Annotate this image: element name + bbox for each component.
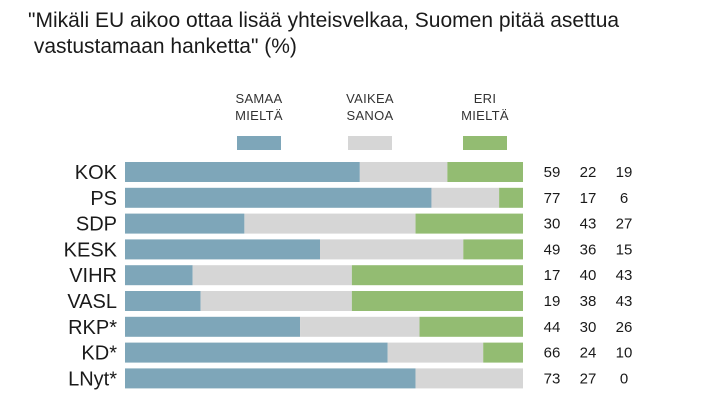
value-label-lnyt-samaa-mielta: 73 [544, 370, 561, 387]
value-label-kesk-samaa-mielta: 49 [544, 241, 561, 258]
bar-lnyt-vaikea-sanoa [415, 368, 523, 389]
value-label-rkp-vaikea-sanoa: 30 [580, 319, 597, 336]
bar-kok-samaa-mielta [125, 162, 360, 182]
bar-kd-vaikea-sanoa [387, 342, 484, 363]
category-label-ps: PS [90, 188, 117, 210]
value-label-lnyt-vaikea-sanoa: 27 [580, 370, 597, 387]
value-label-kok-eri-mielta: 19 [616, 164, 633, 181]
value-label-ps-vaikea-sanoa: 17 [580, 190, 597, 207]
bar-kok-eri-mielta [447, 162, 523, 182]
value-label-sdp-samaa-mielta: 30 [544, 216, 561, 233]
value-label-vasl-samaa-mielta: 19 [544, 293, 561, 310]
legend-label-samaa-mielta: SAMAA MIELTÄ [235, 91, 283, 123]
bar-kesk-eri-mielta [463, 239, 523, 260]
bar-vihr-eri-mielta [351, 265, 523, 286]
bar-sdp-eri-mielta [415, 213, 523, 234]
bar-sdp-samaa-mielta [125, 213, 245, 234]
value-label-kd-eri-mielta: 10 [616, 345, 633, 362]
bar-kd-eri-mielta [483, 342, 523, 363]
bar-kd-samaa-mielta [125, 342, 388, 363]
value-label-kd-samaa-mielta: 66 [544, 345, 561, 362]
bar-kok-vaikea-sanoa [359, 162, 448, 182]
chart-title-line-2: vastustamaan hanketta" (%) [28, 35, 297, 58]
category-label-vasl: VASL [67, 291, 117, 313]
bar-rkp-samaa-mielta [125, 316, 301, 337]
value-label-kok-samaa-mielta: 59 [544, 164, 561, 181]
value-label-lnyt-eri-mielta: 0 [620, 370, 628, 387]
category-label-kd: KD* [81, 343, 117, 365]
bar-vihr-samaa-mielta [125, 265, 193, 286]
legend-label-eri-mielta: ERI MIELTÄ [461, 91, 509, 123]
value-label-vasl-eri-mielta: 43 [616, 293, 633, 310]
bar-ps-samaa-mielta [125, 187, 432, 208]
value-label-ps-eri-mielta: 6 [620, 190, 628, 207]
bar-lnyt-samaa-mielta [125, 368, 416, 389]
bar-vasl-vaikea-sanoa [200, 291, 352, 311]
bar-rkp-vaikea-sanoa [300, 316, 420, 337]
value-label-kd-vaikea-sanoa: 24 [580, 345, 597, 362]
value-label-vasl-vaikea-sanoa: 38 [580, 293, 597, 310]
legend-label-vaikea-sanoa: VAIKEA SANOA [346, 91, 394, 123]
category-label-kesk: KESK [64, 239, 118, 261]
bar-kesk-samaa-mielta [125, 239, 321, 260]
value-label-vihr-eri-mielta: 43 [616, 267, 633, 284]
value-label-sdp-eri-mielta: 27 [616, 216, 633, 233]
value-label-vihr-samaa-mielta: 17 [544, 267, 561, 284]
bar-kesk-vaikea-sanoa [320, 239, 464, 260]
value-label-rkp-eri-mielta: 26 [616, 319, 633, 336]
bar-vasl-eri-mielta [351, 291, 523, 311]
category-label-kok: KOK [75, 162, 118, 184]
value-label-vihr-vaikea-sanoa: 40 [580, 267, 597, 284]
legend-swatch-eri-mielta [463, 136, 507, 150]
chart-title-line-1: "Mikäli EU aikoo ottaa lisää yhteisvelka… [28, 9, 620, 32]
category-label-rkp: RKP* [68, 317, 117, 339]
value-label-rkp-samaa-mielta: 44 [544, 319, 561, 336]
bar-rkp-eri-mielta [419, 316, 523, 337]
category-label-sdp: SDP [76, 214, 117, 236]
value-label-ps-samaa-mielta: 77 [544, 190, 561, 207]
category-label-vihr: VIHR [69, 265, 117, 287]
bar-vasl-samaa-mielta [125, 291, 201, 311]
legend-swatch-vaikea-sanoa [348, 136, 392, 150]
chart-title: "Mikäli EU aikoo ottaa lisää yhteisvelka… [28, 8, 708, 60]
category-label-lnyt: LNyt* [68, 368, 117, 390]
legend-swatch-samaa-mielta [237, 136, 281, 150]
value-label-sdp-vaikea-sanoa: 43 [580, 216, 597, 233]
bar-ps-eri-mielta [499, 187, 523, 208]
bar-sdp-vaikea-sanoa [244, 213, 416, 234]
bar-ps-vaikea-sanoa [431, 187, 500, 208]
bar-vihr-vaikea-sanoa [192, 265, 352, 286]
value-label-kok-vaikea-sanoa: 22 [580, 164, 597, 181]
value-label-kesk-eri-mielta: 15 [616, 241, 633, 258]
value-label-kesk-vaikea-sanoa: 36 [580, 241, 597, 258]
